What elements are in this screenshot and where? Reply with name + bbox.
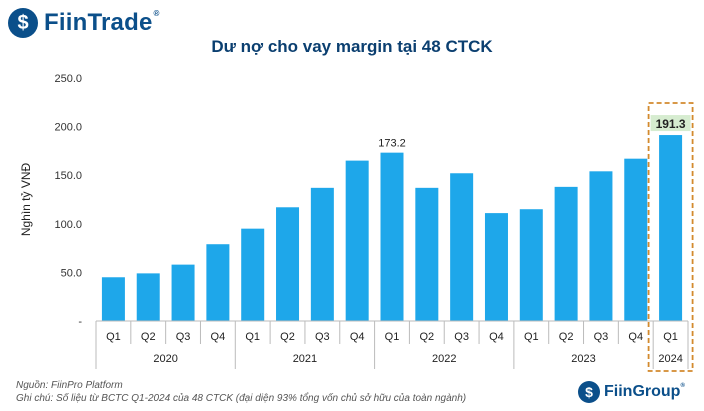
- x-tick-label: Q2: [280, 331, 295, 343]
- source-note: Nguồn: FiinPro Platform: [16, 380, 123, 391]
- x-tick-label: Q4: [350, 331, 365, 343]
- bar: [345, 160, 369, 321]
- x-tick-label: Q2: [141, 331, 156, 343]
- data-label: 173.2: [378, 138, 406, 150]
- x-tick-label: Q1: [663, 331, 678, 343]
- bar: [519, 209, 543, 321]
- y-tick-label: 150.0: [54, 170, 82, 182]
- bar: [415, 187, 439, 321]
- dollar-icon: $: [8, 8, 38, 38]
- x-tick-label: Q2: [559, 331, 574, 343]
- bar: [241, 228, 265, 321]
- x-tick-label: Q4: [211, 331, 226, 343]
- bar: [310, 187, 334, 321]
- bar: [450, 173, 474, 321]
- bar: [659, 135, 683, 321]
- highlight-frame: [647, 102, 694, 372]
- x-tick-label: Q1: [245, 331, 260, 343]
- year-label: 2021: [293, 353, 317, 365]
- footnote-note: Ghi chú: Số liệu từ BCTC Q1-2024 của 48 …: [16, 393, 467, 404]
- x-tick-label: Q2: [419, 331, 434, 343]
- bar: [554, 186, 578, 321]
- year-label: 2024: [658, 353, 682, 365]
- bar: [136, 273, 160, 321]
- y-tick-label: 250.0: [54, 73, 82, 85]
- y-axis-label: Nghìn tỷ VNĐ: [19, 162, 33, 236]
- bar: [589, 171, 613, 321]
- bar: [101, 277, 125, 321]
- y-tick-label: 50.0: [61, 267, 82, 279]
- x-tick-label: Q3: [594, 331, 609, 343]
- bar: [171, 264, 195, 321]
- year-label: 2022: [432, 353, 456, 365]
- x-tick-label: Q4: [628, 331, 643, 343]
- x-tick-label: Q1: [524, 331, 539, 343]
- chart-title: Dư nợ cho vay margin tại 48 CTCK: [211, 37, 493, 56]
- bar: [624, 158, 648, 321]
- y-tick-label: 200.0: [54, 122, 82, 134]
- footer-logo-text: FiinGroup: [604, 383, 681, 400]
- x-tick-label: Q3: [176, 331, 191, 343]
- bar: [276, 207, 300, 321]
- x-tick-label: Q3: [315, 331, 330, 343]
- x-tick-label: Q3: [454, 331, 469, 343]
- bar: [380, 152, 404, 321]
- year-label: 2023: [571, 353, 595, 365]
- fiintrade-logo: $ FiinTrade®: [8, 8, 160, 38]
- bar: [484, 213, 508, 321]
- year-label: 2020: [153, 353, 177, 365]
- x-tick-label: Q4: [489, 331, 504, 343]
- logo-text: FiinTrade: [44, 9, 153, 36]
- data-label: 191.3: [656, 117, 686, 131]
- y-tick-label: 100.0: [54, 219, 82, 231]
- y-tick-label: -: [78, 316, 82, 328]
- dollar-icon: $: [578, 381, 600, 403]
- x-tick-label: Q1: [385, 331, 400, 343]
- data-label-background: [650, 115, 691, 132]
- x-tick-label: Q1: [106, 331, 121, 343]
- fiingroup-logo: $ FiinGroup®: [578, 381, 685, 403]
- bar: [206, 244, 230, 321]
